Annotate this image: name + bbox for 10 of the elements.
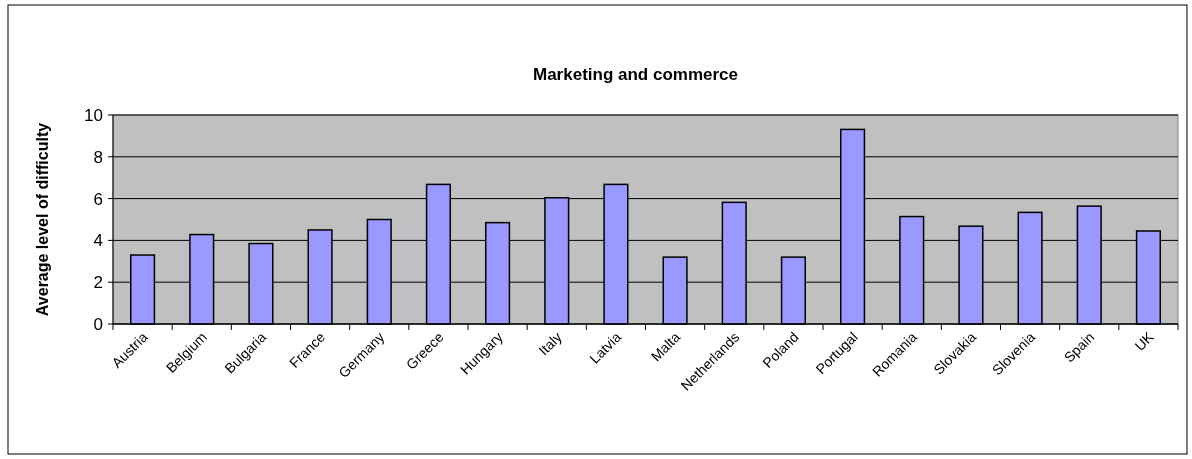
y-tick-label: 0	[93, 314, 103, 334]
y-tick-label: 8	[93, 147, 103, 167]
chart-title: Marketing and commerce	[532, 65, 739, 84]
y-tick-label: 10	[84, 105, 103, 125]
y-tick-label: 4	[93, 231, 103, 251]
x-tick-label: UK	[1131, 328, 1157, 354]
y-tick-label: 2	[93, 273, 103, 293]
y-axis-title: Average level of difficulty	[34, 122, 51, 317]
x-tick-label: Italy	[535, 328, 565, 359]
y-tick-label: 6	[93, 189, 103, 209]
